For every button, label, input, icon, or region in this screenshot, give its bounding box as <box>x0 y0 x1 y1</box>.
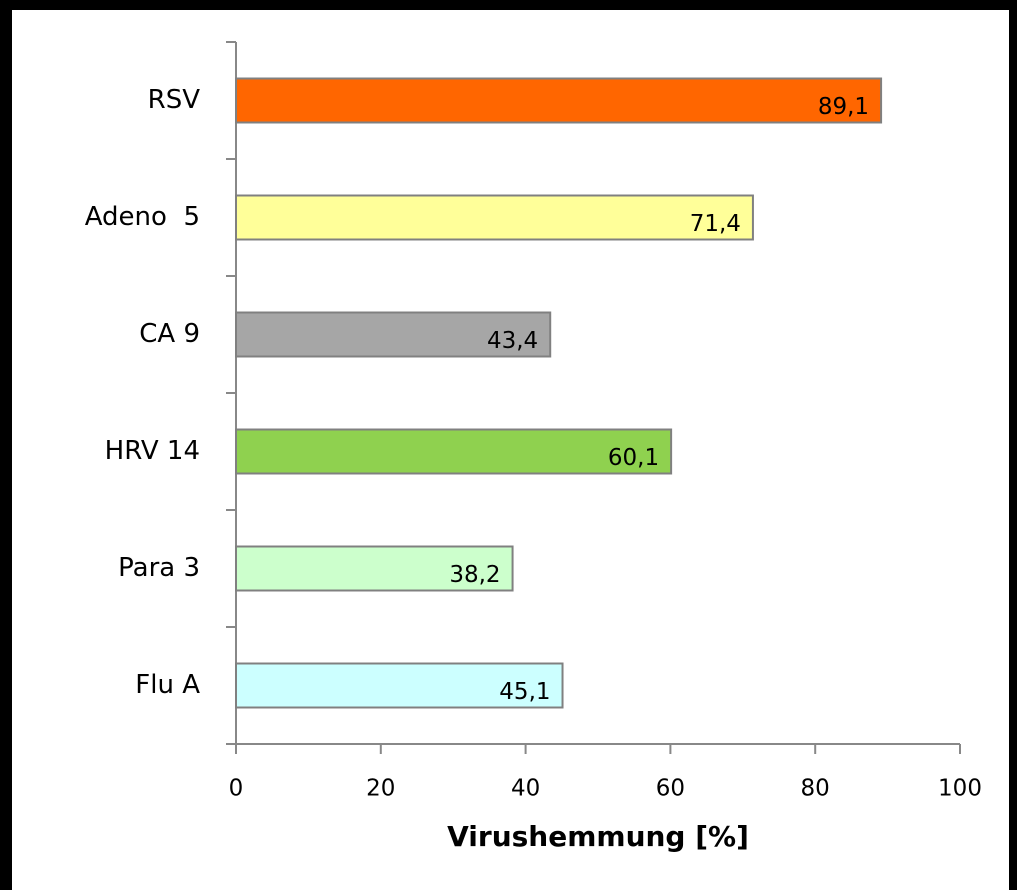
value-label: 89,1 <box>818 94 869 120</box>
x-tick-label: 40 <box>511 776 540 802</box>
bar <box>235 311 552 358</box>
bar <box>235 662 564 709</box>
x-axis-title: Virushemmung [%] <box>447 820 749 853</box>
value-label: 71,4 <box>690 211 741 237</box>
x-tick-label: 100 <box>938 776 982 802</box>
x-tick-label: 20 <box>366 776 395 802</box>
value-label: 43,4 <box>487 328 538 354</box>
value-label: 45,1 <box>499 679 550 705</box>
bar <box>235 77 883 124</box>
bar <box>235 194 754 241</box>
y-tick-label: RSV <box>148 85 201 115</box>
y-tick-label: CA 9 <box>139 319 200 349</box>
y-tick-label: Adeno 5 <box>85 202 200 232</box>
y-tick-label: Flu A <box>135 670 200 700</box>
value-label: 38,2 <box>449 562 500 588</box>
x-tick-label: 0 <box>229 776 244 802</box>
y-tick-label: HRV 14 <box>105 436 200 466</box>
bar <box>235 545 514 592</box>
bar <box>235 428 673 475</box>
x-tick-label: 80 <box>801 776 830 802</box>
value-label: 60,1 <box>608 445 659 471</box>
x-tick-label: 60 <box>656 776 685 802</box>
y-tick-label: Para 3 <box>118 553 200 583</box>
